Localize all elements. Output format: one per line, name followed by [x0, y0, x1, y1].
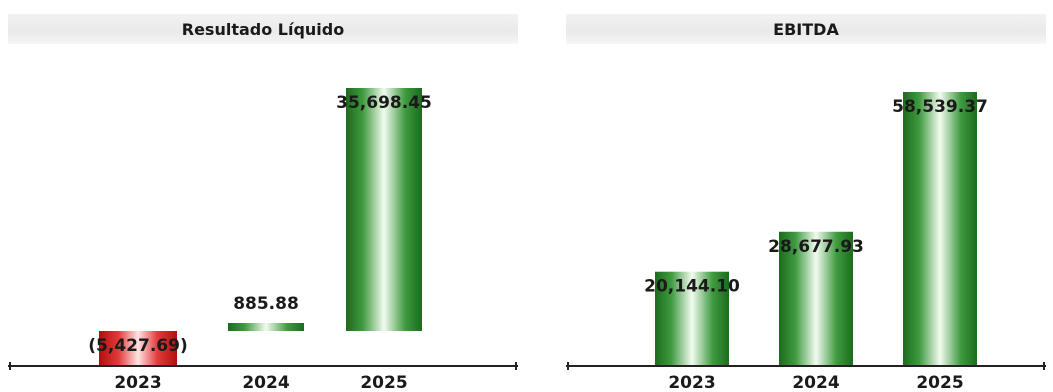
bar-2025	[903, 92, 977, 366]
bar-2025	[346, 88, 422, 331]
data-label-2024: 885.88	[233, 294, 299, 314]
x-tick-label-2024: 2024	[792, 373, 839, 392]
data-label-2023: 20,144.10	[644, 277, 740, 297]
data-label-2025: 35,698.45	[336, 93, 432, 113]
x-tick-label-2023: 2023	[114, 373, 161, 392]
data-label-2025: 58,539.37	[892, 97, 988, 117]
chart-resultado-liquido: Resultado Líquido (5,427.69) 2023 885.88 20…	[8, 0, 518, 392]
x-tick-label-2023: 2023	[668, 373, 715, 392]
data-label-2023: (5,427.69)	[88, 336, 187, 356]
x-tick-label-2024: 2024	[242, 373, 289, 392]
chart-plot-area: 20,144.10 2023 28,677.93 2024 58,539.37 2025	[566, 0, 1046, 392]
x-tick-label-2025: 2025	[916, 373, 963, 392]
x-tick-label-2025: 2025	[360, 373, 407, 392]
data-label-2024: 28,677.93	[768, 237, 864, 257]
chart-ebitda: EBITDA 20,144.10 2023 28,677.93 2024 58,539.…	[566, 0, 1046, 392]
chart-plot-area: (5,427.69) 2023 885.88 2024 35,698.45 2025	[8, 0, 518, 392]
bar-2024	[228, 323, 304, 331]
